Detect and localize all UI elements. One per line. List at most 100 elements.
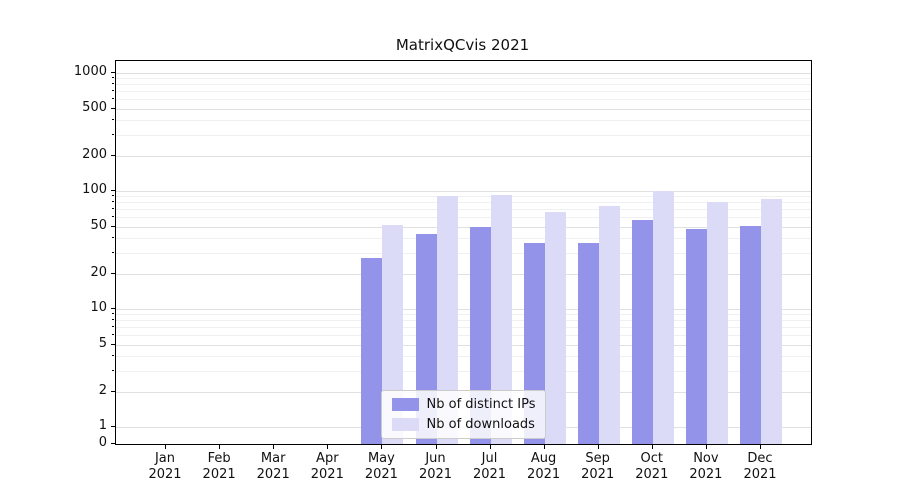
y-tick-label: 200 bbox=[82, 146, 107, 162]
x-tick-label: Apr 2021 bbox=[310, 451, 344, 482]
y-tick-label: 20 bbox=[90, 264, 107, 280]
x-tick-mark bbox=[273, 445, 275, 449]
bar-distinct-ips bbox=[361, 258, 383, 444]
x-tick-label: Aug 2021 bbox=[527, 451, 561, 482]
x-tick-label: Mar 2021 bbox=[256, 451, 290, 482]
x-tick-mark bbox=[651, 445, 653, 449]
y-tick-mark-minor bbox=[112, 313, 114, 315]
legend-label-distinct-ips: Nb of distinct IPs bbox=[426, 397, 536, 412]
bar-downloads bbox=[761, 199, 782, 444]
gridline-major bbox=[116, 309, 811, 310]
x-tick-label: Dec 2021 bbox=[743, 451, 777, 482]
legend: Nb of distinct IPs Nb of downloads bbox=[380, 390, 547, 439]
gridline-major bbox=[116, 344, 811, 346]
bar-distinct-ips bbox=[469, 226, 491, 444]
gridline-minor bbox=[116, 91, 811, 93]
gridline-minor bbox=[116, 327, 811, 329]
y-tick-label: 5 bbox=[98, 335, 107, 351]
y-tick-mark-minor bbox=[112, 216, 114, 218]
bar-downloads bbox=[544, 212, 566, 444]
y-tick-mark-minor bbox=[112, 133, 114, 135]
x-tick-mark bbox=[597, 445, 599, 449]
x-tick-mark bbox=[543, 445, 545, 449]
y-tick-mark-minor bbox=[112, 369, 114, 371]
x-tick-label: Jan 2021 bbox=[148, 451, 182, 482]
x-tick-label: Jul 2021 bbox=[472, 451, 507, 482]
gridline-minor bbox=[116, 356, 811, 357]
gridline-minor bbox=[116, 370, 811, 372]
x-tick-label: Jun 2021 bbox=[418, 451, 453, 482]
bar-downloads bbox=[382, 224, 404, 444]
y-tick-label: 1000 bbox=[73, 64, 107, 79]
y-tick-mark-minor bbox=[112, 334, 114, 336]
x-tick-mark bbox=[760, 445, 761, 449]
x-tick-mark bbox=[705, 445, 707, 449]
legend-item-distinct-ips: Nb of distinct IPs bbox=[391, 397, 536, 412]
gridline-major bbox=[116, 226, 811, 228]
gridline-minor bbox=[116, 217, 811, 219]
y-tick-label: 2 bbox=[98, 382, 107, 398]
y-tick-mark bbox=[111, 272, 115, 274]
y-tick-label: 0 bbox=[98, 435, 107, 450]
gridline-minor bbox=[116, 78, 811, 80]
x-tick-mark bbox=[219, 445, 221, 449]
y-tick-mark-minor bbox=[112, 251, 114, 253]
gridline-minor bbox=[116, 209, 811, 211]
gridline-minor bbox=[116, 84, 811, 86]
bar-downloads bbox=[490, 194, 512, 444]
x-tick-mark bbox=[381, 445, 383, 449]
y-tick-mark bbox=[111, 308, 115, 309]
legend-swatch-distinct-ips bbox=[391, 398, 419, 411]
bar-distinct-ips bbox=[740, 225, 761, 444]
y-tick-label: 100 bbox=[82, 182, 107, 197]
y-tick-mark-minor bbox=[112, 98, 114, 100]
gridline-minor bbox=[116, 120, 811, 121]
gridline-major bbox=[116, 273, 811, 275]
y-tick-mark bbox=[111, 390, 115, 392]
y-tick-mark bbox=[111, 190, 115, 191]
x-tick-label: Nov 2021 bbox=[689, 451, 723, 482]
gridline-minor bbox=[116, 320, 811, 322]
gridline-minor bbox=[116, 314, 811, 316]
y-tick-label: 50 bbox=[90, 217, 107, 233]
bar-distinct-ips bbox=[631, 219, 653, 444]
y-tick-mark-minor bbox=[112, 119, 114, 120]
bar-downloads bbox=[598, 206, 620, 444]
y-tick-mark-minor bbox=[112, 326, 114, 328]
bar-downloads bbox=[652, 191, 674, 444]
legend-swatch-downloads bbox=[391, 418, 419, 431]
y-tick-mark-minor bbox=[112, 83, 114, 85]
legend-label-downloads: Nb of downloads bbox=[426, 417, 535, 432]
gridline-minor bbox=[116, 238, 811, 239]
y-tick-mark-minor bbox=[112, 90, 114, 92]
chart-title: MatrixQCvis 2021 bbox=[395, 36, 530, 54]
y-tick-mark-minor bbox=[112, 77, 114, 79]
y-tick-mark bbox=[111, 443, 115, 444]
y-tick-mark-minor bbox=[112, 201, 114, 203]
y-tick-mark-minor bbox=[112, 195, 114, 197]
y-tick-mark-minor bbox=[112, 237, 114, 238]
legend-item-downloads: Nb of downloads bbox=[391, 417, 536, 432]
x-tick-label: Sep 2021 bbox=[581, 451, 615, 482]
y-tick-mark bbox=[111, 107, 115, 109]
gridline-minor bbox=[116, 196, 811, 198]
y-tick-label: 500 bbox=[82, 99, 107, 115]
x-tick-label: May 2021 bbox=[364, 451, 398, 482]
bar-distinct-ips bbox=[685, 228, 707, 444]
gridline-major bbox=[116, 191, 811, 192]
y-tick-mark-minor bbox=[112, 355, 114, 356]
y-tick-mark-minor bbox=[112, 208, 114, 210]
gridline-major bbox=[116, 73, 811, 74]
y-tick-mark-minor bbox=[112, 319, 114, 321]
bar-downloads bbox=[706, 202, 728, 444]
y-tick-label: 1 bbox=[98, 418, 107, 433]
plot-area: Nb of distinct IPs Nb of downloads bbox=[115, 60, 812, 445]
bar-distinct-ips bbox=[577, 243, 599, 444]
y-tick-mark bbox=[111, 154, 115, 156]
x-tick-mark bbox=[165, 445, 166, 449]
x-tick-mark bbox=[435, 445, 437, 449]
x-tick-label: Feb 2021 bbox=[202, 451, 236, 482]
gridline-minor bbox=[116, 252, 811, 254]
gridline-major bbox=[116, 155, 811, 157]
